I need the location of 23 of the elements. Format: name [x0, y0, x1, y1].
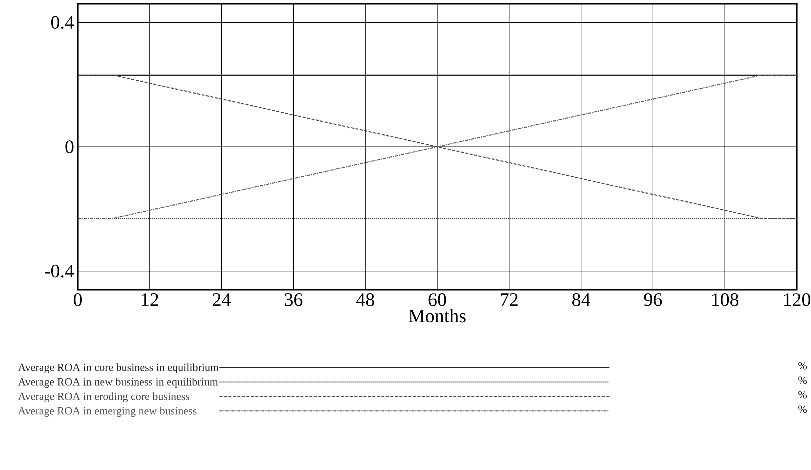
x-tick-label: 36: [285, 294, 303, 306]
x-tick-label: 72: [501, 294, 518, 306]
y-tick-label: 0.4: [51, 16, 74, 30]
text: Average ROA in emerging new business: [18, 407, 197, 418]
x-tick-label: 108: [712, 294, 739, 306]
text: Average ROA in core business in equilibrium: [18, 364, 219, 374]
x-axis-title: Months: [409, 309, 466, 323]
x-tick-label: 120: [784, 294, 811, 306]
text: Average ROA in eroding core business: [18, 392, 190, 403]
x-tick-label: 96: [644, 294, 662, 306]
text: %: [798, 391, 807, 399]
x-tick-label: 12: [142, 294, 158, 306]
text: Average ROA in new business in equilibrium: [18, 378, 218, 388]
x-tick-label: 60: [428, 294, 446, 306]
x-tick-label: 0: [74, 294, 82, 306]
text: %: [798, 376, 807, 384]
x-tick-label: 24: [213, 294, 232, 306]
x-tick-label: 84: [572, 294, 591, 306]
text: %: [798, 406, 807, 414]
x-tick-label: 48: [356, 294, 374, 306]
text: %: [798, 362, 807, 370]
y-tick-label: 0: [66, 140, 74, 154]
y-tick-label: -0.4: [45, 264, 74, 278]
